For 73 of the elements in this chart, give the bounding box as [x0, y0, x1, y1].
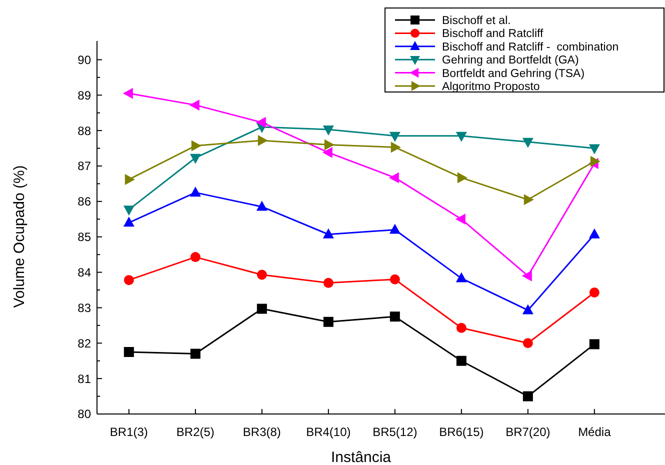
y-tick-label: 89 — [78, 88, 92, 102]
point — [323, 278, 334, 288]
point — [191, 140, 202, 152]
point — [390, 142, 401, 153]
x-tick-label: BR5(12) — [372, 425, 418, 439]
legend-label: Algoritmo Proposto — [442, 81, 540, 94]
point — [522, 391, 533, 402]
point — [323, 316, 334, 327]
x-axis-title: Instância — [330, 449, 392, 465]
y-tick-label: 85 — [78, 230, 92, 244]
point — [389, 132, 400, 142]
point — [190, 154, 201, 164]
point — [190, 348, 200, 359]
y-tick-label: 83 — [78, 300, 92, 315]
point — [122, 88, 133, 99]
y-tick-label: 82 — [78, 336, 92, 350]
point — [390, 312, 400, 322]
x-tick-label: BR7(20) — [506, 425, 550, 439]
point — [522, 138, 534, 148]
point — [389, 224, 400, 234]
point — [590, 156, 600, 167]
y-tick-label: 80 — [78, 407, 92, 422]
y-axis-title: Volume Ocupado (%) — [11, 165, 28, 308]
point — [456, 356, 466, 366]
point — [124, 275, 134, 286]
point — [256, 270, 267, 280]
point — [589, 287, 600, 298]
point — [324, 139, 334, 150]
point — [456, 132, 467, 142]
y-tick-label: 87 — [78, 159, 92, 174]
point — [124, 174, 135, 185]
point — [589, 339, 600, 350]
y-tick-label: 88 — [78, 124, 92, 138]
point — [190, 252, 200, 262]
point — [390, 274, 400, 284]
legend-label: Bischoff and Ratcliff — [442, 28, 544, 40]
point — [322, 147, 332, 158]
x-tick-label: Média — [578, 425, 612, 439]
point — [388, 172, 399, 184]
x-tick-label: BR3(8) — [242, 425, 281, 439]
point — [456, 272, 467, 282]
point — [588, 144, 600, 154]
point — [522, 338, 533, 348]
point — [189, 100, 200, 111]
y-tick-label: 84 — [78, 265, 92, 280]
y-tick-label: 81 — [78, 372, 92, 386]
point — [522, 304, 534, 314]
legend-label: Bortfeldt and Gehring (TSA) — [442, 68, 585, 80]
point — [123, 216, 134, 227]
point — [256, 200, 268, 211]
point — [322, 126, 334, 136]
point — [124, 347, 134, 357]
x-tick-label: BR2(5) — [176, 425, 214, 439]
point — [322, 228, 334, 238]
point — [258, 134, 268, 146]
point — [256, 116, 266, 128]
point — [190, 186, 201, 197]
y-tick-label: 86 — [78, 194, 92, 209]
x-tick-label: BR4(10) — [306, 425, 351, 439]
point — [457, 172, 468, 184]
point — [123, 206, 134, 216]
y-tick-label: 90 — [78, 52, 92, 67]
point — [455, 214, 466, 225]
legend-label: Bischoff et al. — [442, 15, 511, 28]
legend-label: Gehring and Bortfeldt (GA) — [442, 54, 579, 67]
point — [588, 228, 600, 238]
x-tick-label: BR6(15) — [439, 425, 484, 439]
x-tick-label: BR1(3) — [110, 425, 148, 439]
point — [524, 194, 534, 206]
point — [522, 270, 532, 282]
legend-label: Bischoff and Ratcliff - combination — [442, 41, 619, 54]
point — [456, 322, 466, 333]
point — [256, 304, 267, 314]
